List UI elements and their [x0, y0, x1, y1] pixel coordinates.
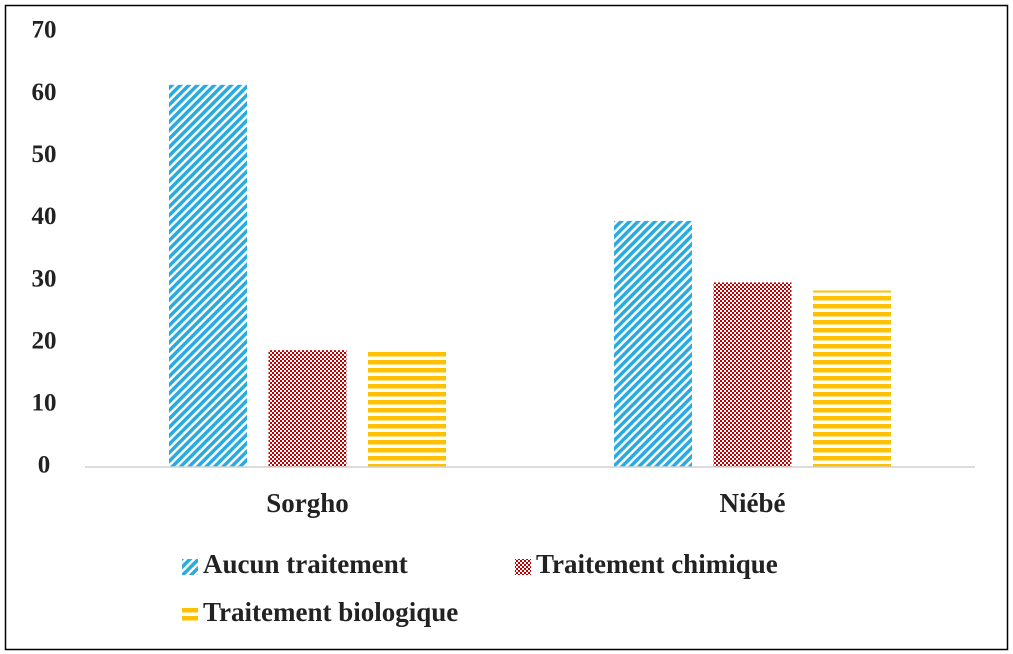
- y-tick-label: 0: [38, 452, 51, 479]
- y-tick-label: 30: [32, 265, 57, 292]
- y-tick-label: 40: [32, 203, 57, 230]
- legend-label: Traitement chimique: [536, 549, 778, 579]
- bar: [368, 351, 446, 467]
- y-tick-label: 10: [32, 390, 57, 417]
- legend-swatch: [182, 559, 198, 575]
- bar: [813, 290, 891, 467]
- legend-swatch: [182, 607, 198, 623]
- y-tick-label: 60: [32, 79, 57, 106]
- legend-label: Traitement biologique: [203, 597, 458, 627]
- x-tick-label: Sorgho: [266, 488, 349, 518]
- legend-swatch: [515, 559, 531, 575]
- bar: [713, 282, 792, 467]
- y-tick-label: 70: [32, 17, 57, 44]
- bar: [614, 220, 692, 467]
- bar: [268, 350, 347, 467]
- bar: [169, 84, 247, 468]
- y-tick-label: 20: [32, 327, 57, 354]
- y-tick-label: 50: [32, 141, 57, 168]
- legend-label: Aucun traitement: [203, 549, 408, 579]
- x-tick-label: Niébé: [720, 488, 786, 518]
